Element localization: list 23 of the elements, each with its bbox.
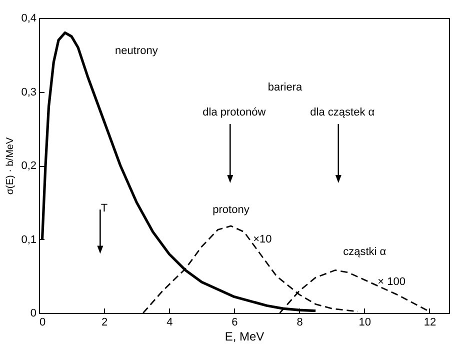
series-label: cząstki α: [343, 246, 387, 258]
x-tick-label: 0: [40, 316, 46, 328]
y-axis-title: σ(E) · b/MeV: [5, 137, 16, 195]
text: neutrony: [115, 44, 158, 57]
x-tick-label: 8: [296, 316, 303, 328]
x-tick-label: 10: [358, 316, 372, 328]
annotation: bariera: [268, 81, 303, 94]
series-label: protony: [212, 204, 250, 216]
x-tick-label: 2: [102, 316, 108, 328]
annotation: ×10: [253, 233, 272, 246]
y-tick-label: 0,1: [21, 234, 36, 246]
annotation: dla protonów: [202, 106, 266, 118]
x-tick-label: 6: [232, 316, 238, 328]
annotation: × 100: [378, 276, 406, 288]
annotation: T: [100, 202, 108, 214]
annotation: dla cząstek α: [310, 106, 376, 118]
y-tick-label: 0,3: [21, 86, 36, 98]
x-axis-title: E, MeV: [224, 330, 264, 344]
y-tick-label: 0: [30, 308, 36, 320]
y-tick-label: 0,2: [21, 160, 36, 172]
y-tick-label: 0,4: [21, 12, 36, 24]
x-tick-label: 12: [424, 316, 436, 328]
x-tick-label: 4: [166, 316, 173, 328]
